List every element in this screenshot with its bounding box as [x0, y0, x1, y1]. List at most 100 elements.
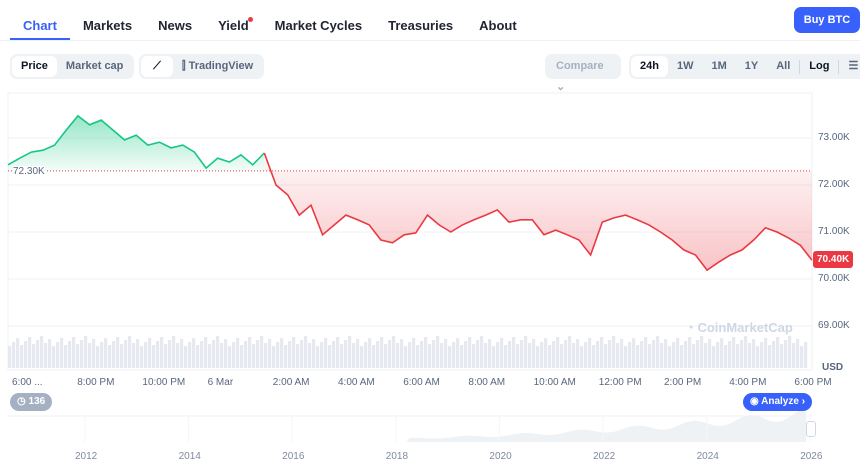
volume-bar: [400, 339, 404, 368]
volume-bar: [752, 339, 756, 368]
volume-bar: [188, 342, 192, 368]
chart-type-toggle: ⟋ ⫿ TradingView: [139, 54, 265, 79]
x-tick-label: 10:00 AM: [533, 377, 576, 388]
x-tick-label: 6:00 ...: [12, 377, 43, 388]
volume-bar: [128, 336, 132, 368]
analyze-button[interactable]: ◉ Analyze ›: [743, 393, 813, 411]
volume-bar: [100, 342, 104, 368]
last-price-label: 70.40K: [813, 251, 854, 268]
volume-bar: [152, 345, 156, 368]
log-button[interactable]: Log: [809, 60, 830, 72]
tradingview-label: TradingView: [188, 60, 254, 72]
buy-btc-button[interactable]: Buy BTC: [794, 7, 860, 33]
x-tick-label: 2:00 PM: [664, 377, 702, 388]
candlestick-icon: ⫿: [182, 60, 189, 72]
watermark: ◔ CoinMarketCap: [686, 320, 793, 335]
tab-news[interactable]: News: [145, 8, 205, 40]
volume-bar: [240, 345, 244, 368]
volume-bar: [636, 345, 640, 368]
volume-bar: [260, 336, 264, 368]
volume-bar: [484, 343, 488, 368]
line-chart-button[interactable]: ⟋: [141, 56, 173, 77]
tab-label: About: [479, 18, 517, 33]
volume-bar: [472, 344, 476, 368]
settings-button[interactable]: ☰: [839, 56, 860, 77]
range-all[interactable]: All: [776, 60, 791, 72]
sliders-icon: ☰: [848, 60, 859, 72]
volume-bar: [796, 339, 800, 368]
divider: [0, 40, 860, 41]
volume-bar: [520, 340, 524, 368]
navigator-year-label: 2024: [696, 451, 719, 462]
volume-bar: [220, 343, 224, 368]
volume-bar: [684, 341, 688, 368]
volume-bar: [212, 340, 216, 368]
volume-bar: [192, 338, 196, 368]
volume-bar: [540, 342, 544, 368]
volume-bar: [536, 346, 540, 368]
tab-market-cycles[interactable]: Market Cycles: [262, 8, 375, 40]
volume-bar: [184, 346, 188, 368]
volume-bar: [572, 343, 576, 368]
volume-bar: [148, 338, 152, 368]
x-tick-label: 8:00 PM: [77, 377, 115, 388]
tab-treasuries[interactable]: Treasuries: [375, 8, 466, 40]
volume-bar: [264, 343, 268, 368]
volume-bar: [740, 340, 744, 368]
price-mode-toggle: Price Market cap: [10, 54, 135, 79]
price-button[interactable]: Price: [12, 56, 57, 77]
tab-markets[interactable]: Markets: [70, 8, 145, 40]
volume-bar: [244, 341, 248, 368]
volume-bar: [660, 343, 664, 368]
volume-bar: [592, 345, 596, 368]
notification-dot: [247, 17, 253, 22]
volume-bar: [348, 336, 352, 368]
volume-bar: [532, 339, 536, 368]
volume-bar: [168, 340, 172, 368]
navigator-handle[interactable]: [806, 421, 816, 437]
tab-label: Chart: [23, 18, 57, 33]
tab-about[interactable]: About: [466, 8, 530, 40]
price-chart[interactable]: [0, 90, 860, 467]
volume-bar: [380, 337, 384, 368]
volume-bar: [280, 338, 284, 368]
range-1y[interactable]: 1Y: [744, 60, 759, 72]
volume-bar: [464, 341, 468, 368]
volume-bar: [408, 342, 412, 368]
volume-bar: [116, 337, 120, 368]
volume-bar: [120, 344, 124, 368]
line-chart-icon: ⟋: [153, 60, 161, 72]
volume-bar: [716, 342, 720, 368]
volume-bar: [608, 340, 612, 368]
nav-tabs: Chart Markets News Yield Market Cycles T…: [10, 8, 530, 40]
volume-bar: [84, 336, 88, 368]
volume-bar: [596, 341, 600, 368]
history-badge[interactable]: ◷ 136: [10, 393, 53, 411]
volume-bar: [424, 337, 428, 368]
volume-bar: [744, 336, 748, 368]
area-above-baseline: [8, 115, 265, 171]
volume-bar: [780, 344, 784, 368]
volume-bar: [548, 345, 552, 368]
range-24h[interactable]: 24h: [631, 56, 668, 77]
volume-bar: [560, 344, 564, 368]
watermark-text: CoinMarketCap: [697, 320, 793, 335]
volume-bar: [376, 341, 380, 368]
volume-bar: [588, 338, 592, 368]
volume-bar: [40, 336, 44, 368]
volume-bar: [696, 340, 700, 368]
market-cap-button[interactable]: Market cap: [65, 60, 124, 72]
volume-bar: [580, 346, 584, 368]
volume-bar: [52, 346, 56, 368]
volume-bar: [644, 337, 648, 368]
tab-chart[interactable]: Chart: [10, 8, 70, 40]
volume-bar: [568, 336, 572, 368]
tab-yield[interactable]: Yield: [205, 8, 262, 40]
compare-dropdown[interactable]: Compare ⌄: [545, 54, 621, 93]
tradingview-button[interactable]: ⫿ TradingView: [173, 56, 262, 77]
range-1w[interactable]: 1W: [676, 60, 694, 72]
range-1m[interactable]: 1M: [711, 60, 727, 72]
volume-bar: [672, 342, 676, 368]
y-tick-label: 73.00K: [818, 132, 850, 143]
volume-bar: [564, 340, 568, 368]
